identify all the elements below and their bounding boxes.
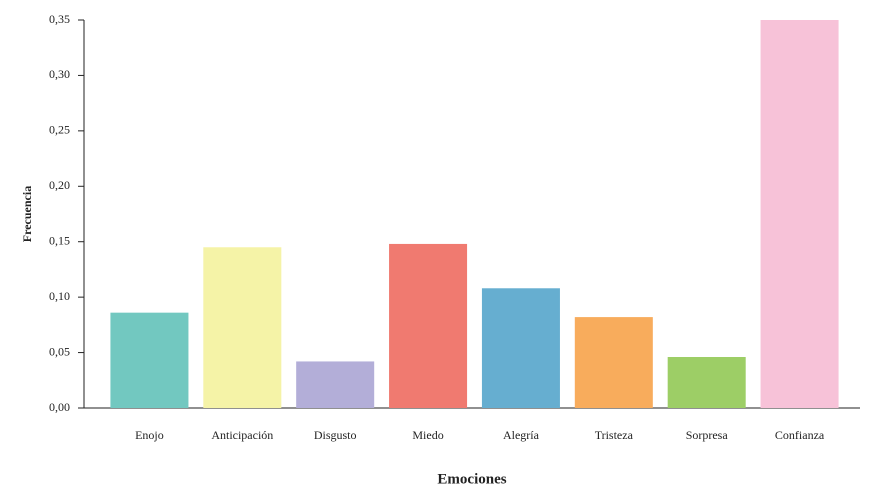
bar <box>760 20 839 408</box>
y-tick-label: 0,25 <box>49 123 70 137</box>
x-tick-label: Enojo <box>135 428 164 442</box>
y-tick-label: 0,30 <box>49 67 70 81</box>
y-axis-label: Frecuencia <box>20 186 34 242</box>
x-tick-label: Confianza <box>775 428 825 442</box>
x-tick-label: Disgusto <box>314 428 357 442</box>
y-tick-label: 0,15 <box>49 233 70 247</box>
bar <box>389 243 468 408</box>
y-tick-label: 0,10 <box>49 289 70 303</box>
bar <box>481 288 560 408</box>
x-tick-label: Tristeza <box>595 428 634 442</box>
x-tick-label: Sorpresa <box>686 428 729 442</box>
x-tick-label: Anticipación <box>211 428 273 442</box>
y-tick-label: 0,05 <box>49 344 70 358</box>
bar <box>574 317 653 408</box>
y-tick-label: 0,35 <box>49 12 70 26</box>
bar <box>667 357 746 408</box>
y-tick-label: 0,00 <box>49 400 70 414</box>
x-tick-label: Miedo <box>412 428 443 442</box>
bar <box>203 247 282 408</box>
x-axis-label: Emociones <box>437 471 506 487</box>
y-tick-label: 0,20 <box>49 178 70 192</box>
bar <box>296 361 375 408</box>
x-tick-label: Alegría <box>503 428 540 442</box>
bar <box>110 312 189 408</box>
